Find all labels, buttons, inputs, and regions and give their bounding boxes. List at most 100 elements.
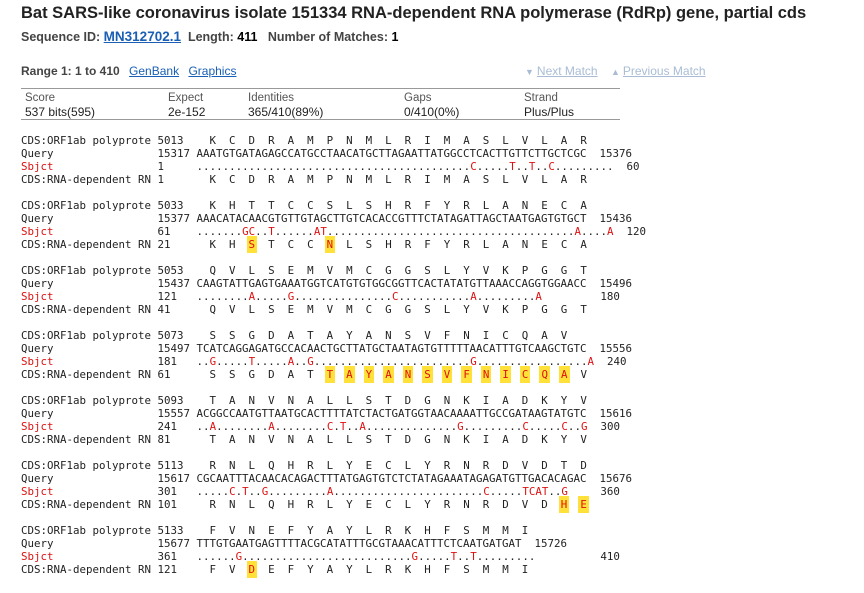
mismatch-base: A xyxy=(326,485,334,498)
sbjct-line: Sbjct 1 ................................… xyxy=(21,160,640,173)
alignment-block: CDS:ORF1ab polyprote 5113 R N L Q H R L … xyxy=(21,459,646,511)
expect-value: 2e-152 xyxy=(168,105,206,119)
score-value: 537 bits(595) xyxy=(25,105,96,119)
alignment-block: CDS:ORF1ab polyprote 5093 T A N V N A L … xyxy=(21,394,646,446)
mismatch-base: T xyxy=(450,550,458,563)
mismatch-base: G xyxy=(411,550,419,563)
mismatch-base: G xyxy=(235,550,243,563)
range-row: Range 1: 1 to 410 GenBank Graphics xyxy=(21,64,236,78)
mismatch-base: A xyxy=(209,420,217,433)
mismatch-base: G xyxy=(242,225,249,238)
length-label: Length: xyxy=(187,30,234,44)
mismatch-base: A xyxy=(535,290,542,303)
previous-match-link[interactable]: Previous Match xyxy=(622,64,706,78)
mismatch-base: G xyxy=(307,355,314,368)
sbjct-label: Sbjct xyxy=(21,550,158,563)
strand-column: Strand Plus/Plus xyxy=(524,92,574,119)
mismatch-base: C xyxy=(229,485,236,498)
sbjct-sequence: ......G..........................G.....T… xyxy=(196,550,536,563)
sbjct-line: Sbjct 361 ......G.......................… xyxy=(21,550,620,563)
mismatch-base: A xyxy=(587,355,594,368)
next-match-link[interactable]: Next Match xyxy=(536,64,598,78)
mismatch-residue: T xyxy=(326,368,334,381)
mismatch-base: T xyxy=(509,160,516,173)
mismatch-base: A xyxy=(574,225,581,238)
mismatch-base: A xyxy=(470,290,477,303)
alignment-block: CDS:ORF1ab polyprote 5073 S S G D A T A … xyxy=(21,329,646,381)
cds-subject-line: CDS:RNA-dependent RN 21 K H S T C C N L … xyxy=(21,238,587,251)
alignment-view: CDS:ORF1ab polyprote 5013 K C D R A M P … xyxy=(21,134,646,589)
sbjct-sequence: ..G.....T.....A..G......................… xyxy=(196,355,594,368)
matches-label: Number of Matches: xyxy=(267,30,388,44)
mismatch-residue: N xyxy=(482,368,490,381)
mismatch-residue: N xyxy=(326,238,334,251)
stats-table: Score 537 bits(595) Expect 2e-152 Identi… xyxy=(21,88,620,120)
sbjct-line: Sbjct 181 ..G.....T.....A..G............… xyxy=(21,355,627,368)
mismatch-base: A xyxy=(268,420,275,433)
alignment-block: CDS:ORF1ab polyprote 5053 Q V L S E M V … xyxy=(21,264,646,316)
identities-header: Identities xyxy=(248,92,295,104)
gaps-column: Gaps 0/410(0%) xyxy=(404,92,459,119)
mismatch-base: C xyxy=(561,420,568,433)
mismatch-base: G xyxy=(209,355,217,368)
mismatch-base: C xyxy=(522,420,529,433)
mismatch-residue: S xyxy=(248,238,256,251)
sbjct-label: Sbjct xyxy=(21,420,158,433)
cds-subject-line: CDS:RNA-dependent RN 1 K C D R A M P N M… xyxy=(21,173,587,186)
cds-query-line: CDS:ORF1ab polyprote 5033 K H T T C C S … xyxy=(21,199,587,212)
mismatch-residue: C xyxy=(521,368,529,381)
mismatch-base: C xyxy=(528,485,536,498)
mismatch-base: C xyxy=(248,225,256,238)
graphics-link[interactable]: Graphics xyxy=(188,64,237,78)
sbjct-line: Sbjct 121 ........A.....G...............… xyxy=(21,290,620,303)
mismatch-residue: A xyxy=(346,368,353,381)
range-label: Range 1: 1 to 410 xyxy=(21,64,120,78)
strand-header: Strand xyxy=(524,92,558,104)
genbank-link[interactable]: GenBank xyxy=(129,64,180,78)
sbjct-sequence: .....C.T..G.........A...................… xyxy=(196,485,568,498)
length-value: 411 xyxy=(237,30,258,44)
mismatch-base: G xyxy=(287,290,295,303)
mismatch-residue: A xyxy=(560,368,568,381)
cds-subject-line: CDS:RNA-dependent RN 121 F V D E F Y A Y… xyxy=(21,563,529,576)
sbjct-line: Sbjct 241 ..A........A........C.T..A....… xyxy=(21,420,620,433)
mismatch-base: G xyxy=(470,355,477,368)
up-arrow-icon: ▲ xyxy=(610,67,620,77)
mismatch-base: G xyxy=(261,485,269,498)
cds-subject-line: CDS:RNA-dependent RN 81 T A N V N A L L … xyxy=(21,433,587,446)
mismatch-base: T xyxy=(268,225,275,238)
mismatch-residue: S xyxy=(424,368,431,381)
mismatch-residue: E xyxy=(580,498,587,511)
cds-subject-line: CDS:RNA-dependent RN 101 R N L Q H R L Y… xyxy=(21,498,587,511)
cds-query-line: CDS:ORF1ab polyprote 5073 S S G D A T A … xyxy=(21,329,568,342)
mismatch-base: A xyxy=(248,290,256,303)
mismatch-base: T xyxy=(522,485,529,498)
mismatch-residue: A xyxy=(385,368,392,381)
query-line: Query 15497 TCATCAGGAGATGCCACAACTGCTTATG… xyxy=(21,342,633,355)
mismatch-residue: N xyxy=(404,368,412,381)
mismatch-base: G xyxy=(457,420,464,433)
alignment-block: CDS:ORF1ab polyprote 5013 K C D R A M P … xyxy=(21,134,646,186)
cds-query-line: CDS:ORF1ab polyprote 5093 T A N V N A L … xyxy=(21,394,587,407)
identities-value: 365/410(89%) xyxy=(248,105,324,119)
match-navigation: ▼ Next Match ▲ Previous Match xyxy=(525,64,716,78)
gaps-header: Gaps xyxy=(404,92,432,104)
query-line: Query 15317 AAATGTGATAGAGCCATGCCTAACATGC… xyxy=(21,147,633,160)
mismatch-base: T xyxy=(339,420,347,433)
sbjct-sequence: ........................................… xyxy=(196,160,614,173)
sbjct-label: Sbjct xyxy=(21,485,158,498)
mismatch-base: G xyxy=(580,420,588,433)
cds-query-line: CDS:ORF1ab polyprote 5013 K C D R A M P … xyxy=(21,134,587,147)
cds-subject-line: CDS:RNA-dependent RN 41 Q V L S E M V M … xyxy=(21,303,587,316)
sbjct-sequence: ..A........A........C.T..A..............… xyxy=(196,420,588,433)
mismatch-base: C xyxy=(326,420,334,433)
expect-column: Expect 2e-152 xyxy=(168,92,205,119)
sequence-id-label: Sequence ID: xyxy=(21,30,101,44)
cds-query-line: CDS:ORF1ab polyprote 5053 Q V L S E M V … xyxy=(21,264,587,277)
sbjct-line: Sbjct 61 .......GC..T......AT...........… xyxy=(21,225,647,238)
sequence-id-link[interactable]: MN312702.1 xyxy=(103,29,181,44)
mismatch-base: G xyxy=(561,485,568,498)
mismatch-base: T xyxy=(541,485,549,498)
mismatch-residue: D xyxy=(248,563,256,576)
sequence-meta: Sequence ID: MN312702.1 Length: 411 Numb… xyxy=(21,29,398,44)
